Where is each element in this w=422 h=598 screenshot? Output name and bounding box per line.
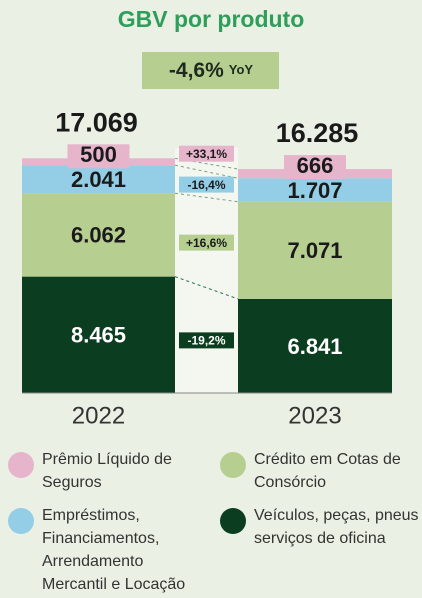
change-chip [179, 145, 234, 162]
legend-item: Empréstimos, Financiamentos, Arrendament… [0, 504, 212, 596]
legend-label: Prêmio Líquido de Seguros [42, 451, 172, 491]
data-label: 7.071 [287, 238, 342, 263]
headline: -4,6% YoY [169, 59, 254, 82]
data-label: 6.062 [71, 223, 126, 248]
change-label: -16,4% [187, 178, 225, 192]
change-chip [179, 234, 234, 251]
legend-label: Veículos, peças, pneus e serviços de ofi… [254, 507, 422, 547]
chart-title: GBV por produto [118, 6, 305, 32]
data-label: 8.465 [71, 323, 126, 348]
data-label: 6.841 [287, 334, 342, 359]
connector [174, 164, 239, 179]
legend-swatch [8, 508, 34, 534]
label-chip [284, 155, 346, 180]
connector [174, 157, 239, 170]
change-chip [179, 332, 234, 349]
legend-swatch [8, 452, 34, 478]
headline-value: -4,6% [169, 59, 224, 82]
change-label: -19,2% [187, 334, 225, 348]
headline-box [142, 52, 279, 89]
bar-segment [22, 193, 175, 277]
legend-swatch [220, 508, 246, 534]
change-label: +33,1% [186, 147, 227, 161]
connector [174, 276, 239, 300]
legend-label: Crédito em Cotas de Consórcio [254, 451, 401, 491]
data-label: 1.707 [287, 178, 342, 203]
bar-segment [22, 276, 175, 393]
data-label: 500 [80, 142, 117, 167]
x-tick-label: 2023 [288, 402, 341, 429]
legend: Prêmio Líquido de Seguros Crédito em Cota… [0, 448, 422, 596]
change-chip [179, 176, 234, 193]
change-label: +16,6% [186, 236, 227, 250]
connector [174, 192, 239, 203]
legend-item: Veículos, peças, pneus e serviços de ofi… [212, 504, 422, 596]
chart: GBV por produto -4,6% YoY 8.465 6.062 2.041… [22, 6, 392, 430]
legend-swatch [220, 452, 246, 478]
total-label: 16.285 [276, 118, 359, 148]
bar-segment [22, 165, 175, 194]
legend-item: Prêmio Líquido de Seguros [0, 448, 212, 494]
legend-label: Empréstimos, Financiamentos, Arrendament… [42, 507, 186, 593]
data-label: 666 [297, 153, 334, 178]
label-chip [67, 144, 130, 169]
data-label: 2.041 [71, 167, 126, 192]
bar-segment [238, 178, 392, 202]
total-label: 17.069 [55, 107, 138, 137]
bar-segment [238, 201, 392, 299]
headline-suffix: YoY [229, 62, 254, 77]
x-tick-label: 2022 [72, 402, 125, 429]
legend-item: Crédito em Cotas de Consórcio [212, 448, 422, 494]
bar-segment [238, 298, 392, 393]
